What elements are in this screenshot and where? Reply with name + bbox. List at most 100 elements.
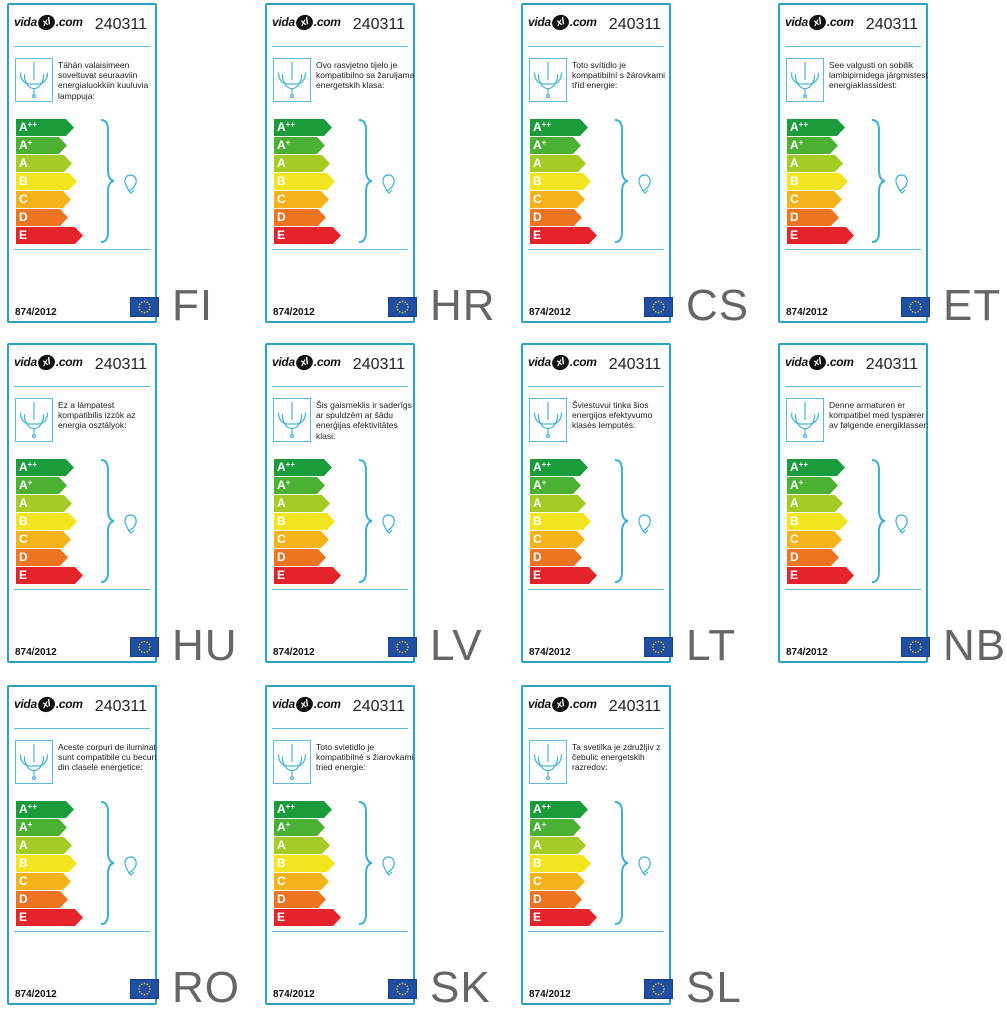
energy-class-b: B xyxy=(787,173,848,190)
energy-class-ap: A+ xyxy=(16,477,67,494)
energy-label-card: vida xl .com 240311 Ta svetilka je združljiv… xyxy=(521,685,673,1005)
regulation-number: 874/2012 xyxy=(273,989,315,1000)
brand-logo: vida xl .com xyxy=(528,694,597,715)
energy-class-a: A xyxy=(787,495,843,512)
regulation-number: 874/2012 xyxy=(15,989,57,1000)
class-letter: D xyxy=(277,210,286,224)
energy-class-b: B xyxy=(16,513,77,530)
class-letter: A xyxy=(277,478,286,492)
energy-label-card: vida xl .com 240311 Šviestuvui tinka šios en… xyxy=(521,343,673,663)
energy-class-e: E xyxy=(274,227,341,244)
energy-class-app: A++ xyxy=(787,119,845,136)
energy-label-cell: vida xl .com 240311 Denne armaturen er kompa… xyxy=(771,343,1007,670)
energy-label-card: vida xl .com 240311 See valgusti on sobilik … xyxy=(778,3,930,323)
energy-class-letter: D xyxy=(277,210,286,225)
energy-class-letter: A+ xyxy=(19,820,32,835)
class-superscript: ++ xyxy=(27,120,38,129)
class-letter: A xyxy=(19,120,28,134)
energy-class-letter: C xyxy=(277,192,286,207)
divider xyxy=(785,249,921,250)
energy-class-ap: A+ xyxy=(530,137,581,154)
light-bulb-icon xyxy=(379,173,397,195)
energy-class-letter: A xyxy=(790,156,799,171)
energy-class-letter: A+ xyxy=(19,478,32,493)
class-superscript: ++ xyxy=(541,460,552,469)
energy-class-letter: A xyxy=(533,838,542,853)
brand-logo: vida xl .com xyxy=(528,352,597,373)
energy-class-letter: A++ xyxy=(19,802,37,817)
energy-class-a: A xyxy=(530,495,586,512)
product-code: 240311 xyxy=(608,698,661,715)
divider xyxy=(14,589,150,590)
energy-class-d: D xyxy=(530,549,582,566)
energy-class-b: B xyxy=(274,513,335,530)
energy-class-d: D xyxy=(16,891,68,908)
class-letter: E xyxy=(19,228,28,242)
divider xyxy=(272,386,408,387)
energy-class-letter: B xyxy=(19,514,28,529)
class-letter: A xyxy=(19,460,28,474)
energy-class-letter: A xyxy=(533,156,542,171)
energy-class-letter: E xyxy=(277,228,285,243)
class-letter: A xyxy=(277,156,286,170)
class-letter: C xyxy=(790,532,799,546)
divider xyxy=(785,386,921,387)
energy-class-letter: A xyxy=(19,156,28,171)
energy-class-letter: D xyxy=(533,210,542,225)
class-letter: C xyxy=(533,192,542,206)
label-description: Ta svetilka je združljiv z čebulic energ… xyxy=(572,742,661,773)
energy-class-b: B xyxy=(530,513,591,530)
divider xyxy=(272,728,408,729)
energy-class-letter: A++ xyxy=(277,802,295,817)
class-superscript: ++ xyxy=(798,460,809,469)
regulation-number: 874/2012 xyxy=(529,989,571,1000)
energy-class-c: C xyxy=(274,873,329,890)
class-letter: A xyxy=(277,496,286,510)
product-code: 240311 xyxy=(94,698,147,715)
class-superscript: ++ xyxy=(541,120,552,129)
class-letter: B xyxy=(277,856,286,870)
energy-class-e: E xyxy=(16,909,83,926)
class-superscript: ++ xyxy=(285,460,296,469)
class-letter: B xyxy=(277,514,286,528)
energy-class-letter: B xyxy=(277,174,286,189)
class-letter: A xyxy=(533,820,542,834)
language-code: CS xyxy=(686,281,750,330)
product-code: 240311 xyxy=(608,356,661,373)
energy-class-letter: B xyxy=(19,856,28,871)
chandelier-icon xyxy=(15,740,53,784)
product-code: 240311 xyxy=(865,16,918,33)
class-letter: B xyxy=(19,174,28,188)
energy-class-c: C xyxy=(274,531,329,548)
energy-class-letter: A++ xyxy=(19,120,37,135)
divider xyxy=(528,249,664,250)
language-code: NB xyxy=(943,621,1007,670)
energy-class-e: E xyxy=(16,567,83,584)
energy-class-c: C xyxy=(787,191,842,208)
light-bulb-icon xyxy=(635,855,653,877)
energy-class-b: B xyxy=(16,173,77,190)
label-description: Toto svietidlo je kompatibilné s žiarovk… xyxy=(316,742,414,773)
brand-logo: vida xl .com xyxy=(14,352,83,373)
class-superscript: + xyxy=(798,138,804,147)
energy-class-letter: A xyxy=(790,496,799,511)
light-bulb-icon xyxy=(892,513,910,535)
label-description: Denne armaturen er kompatibel med lyspær… xyxy=(829,400,929,431)
label-description: Ovo rasvjetno tijelo je kompatibilno sa … xyxy=(316,60,415,91)
energy-class-letter: A+ xyxy=(277,478,290,493)
language-code: SK xyxy=(430,963,491,1012)
energy-label-cell: vida xl .com 240311 Ta svetilka je združljiv… xyxy=(514,685,770,1012)
chandelier-icon xyxy=(15,398,53,442)
class-letter: A xyxy=(790,478,799,492)
class-letter: D xyxy=(277,550,286,564)
energy-class-letter: A+ xyxy=(790,138,803,153)
energy-class-letter: E xyxy=(533,228,541,243)
energy-class-letter: D xyxy=(19,550,28,565)
chandelier-icon xyxy=(273,58,311,102)
energy-class-d: D xyxy=(787,209,839,226)
class-letter: A xyxy=(790,138,799,152)
class-letter: D xyxy=(790,210,799,224)
energy-class-c: C xyxy=(530,531,585,548)
regulation-number: 874/2012 xyxy=(786,647,828,658)
energy-class-ap: A+ xyxy=(16,137,67,154)
